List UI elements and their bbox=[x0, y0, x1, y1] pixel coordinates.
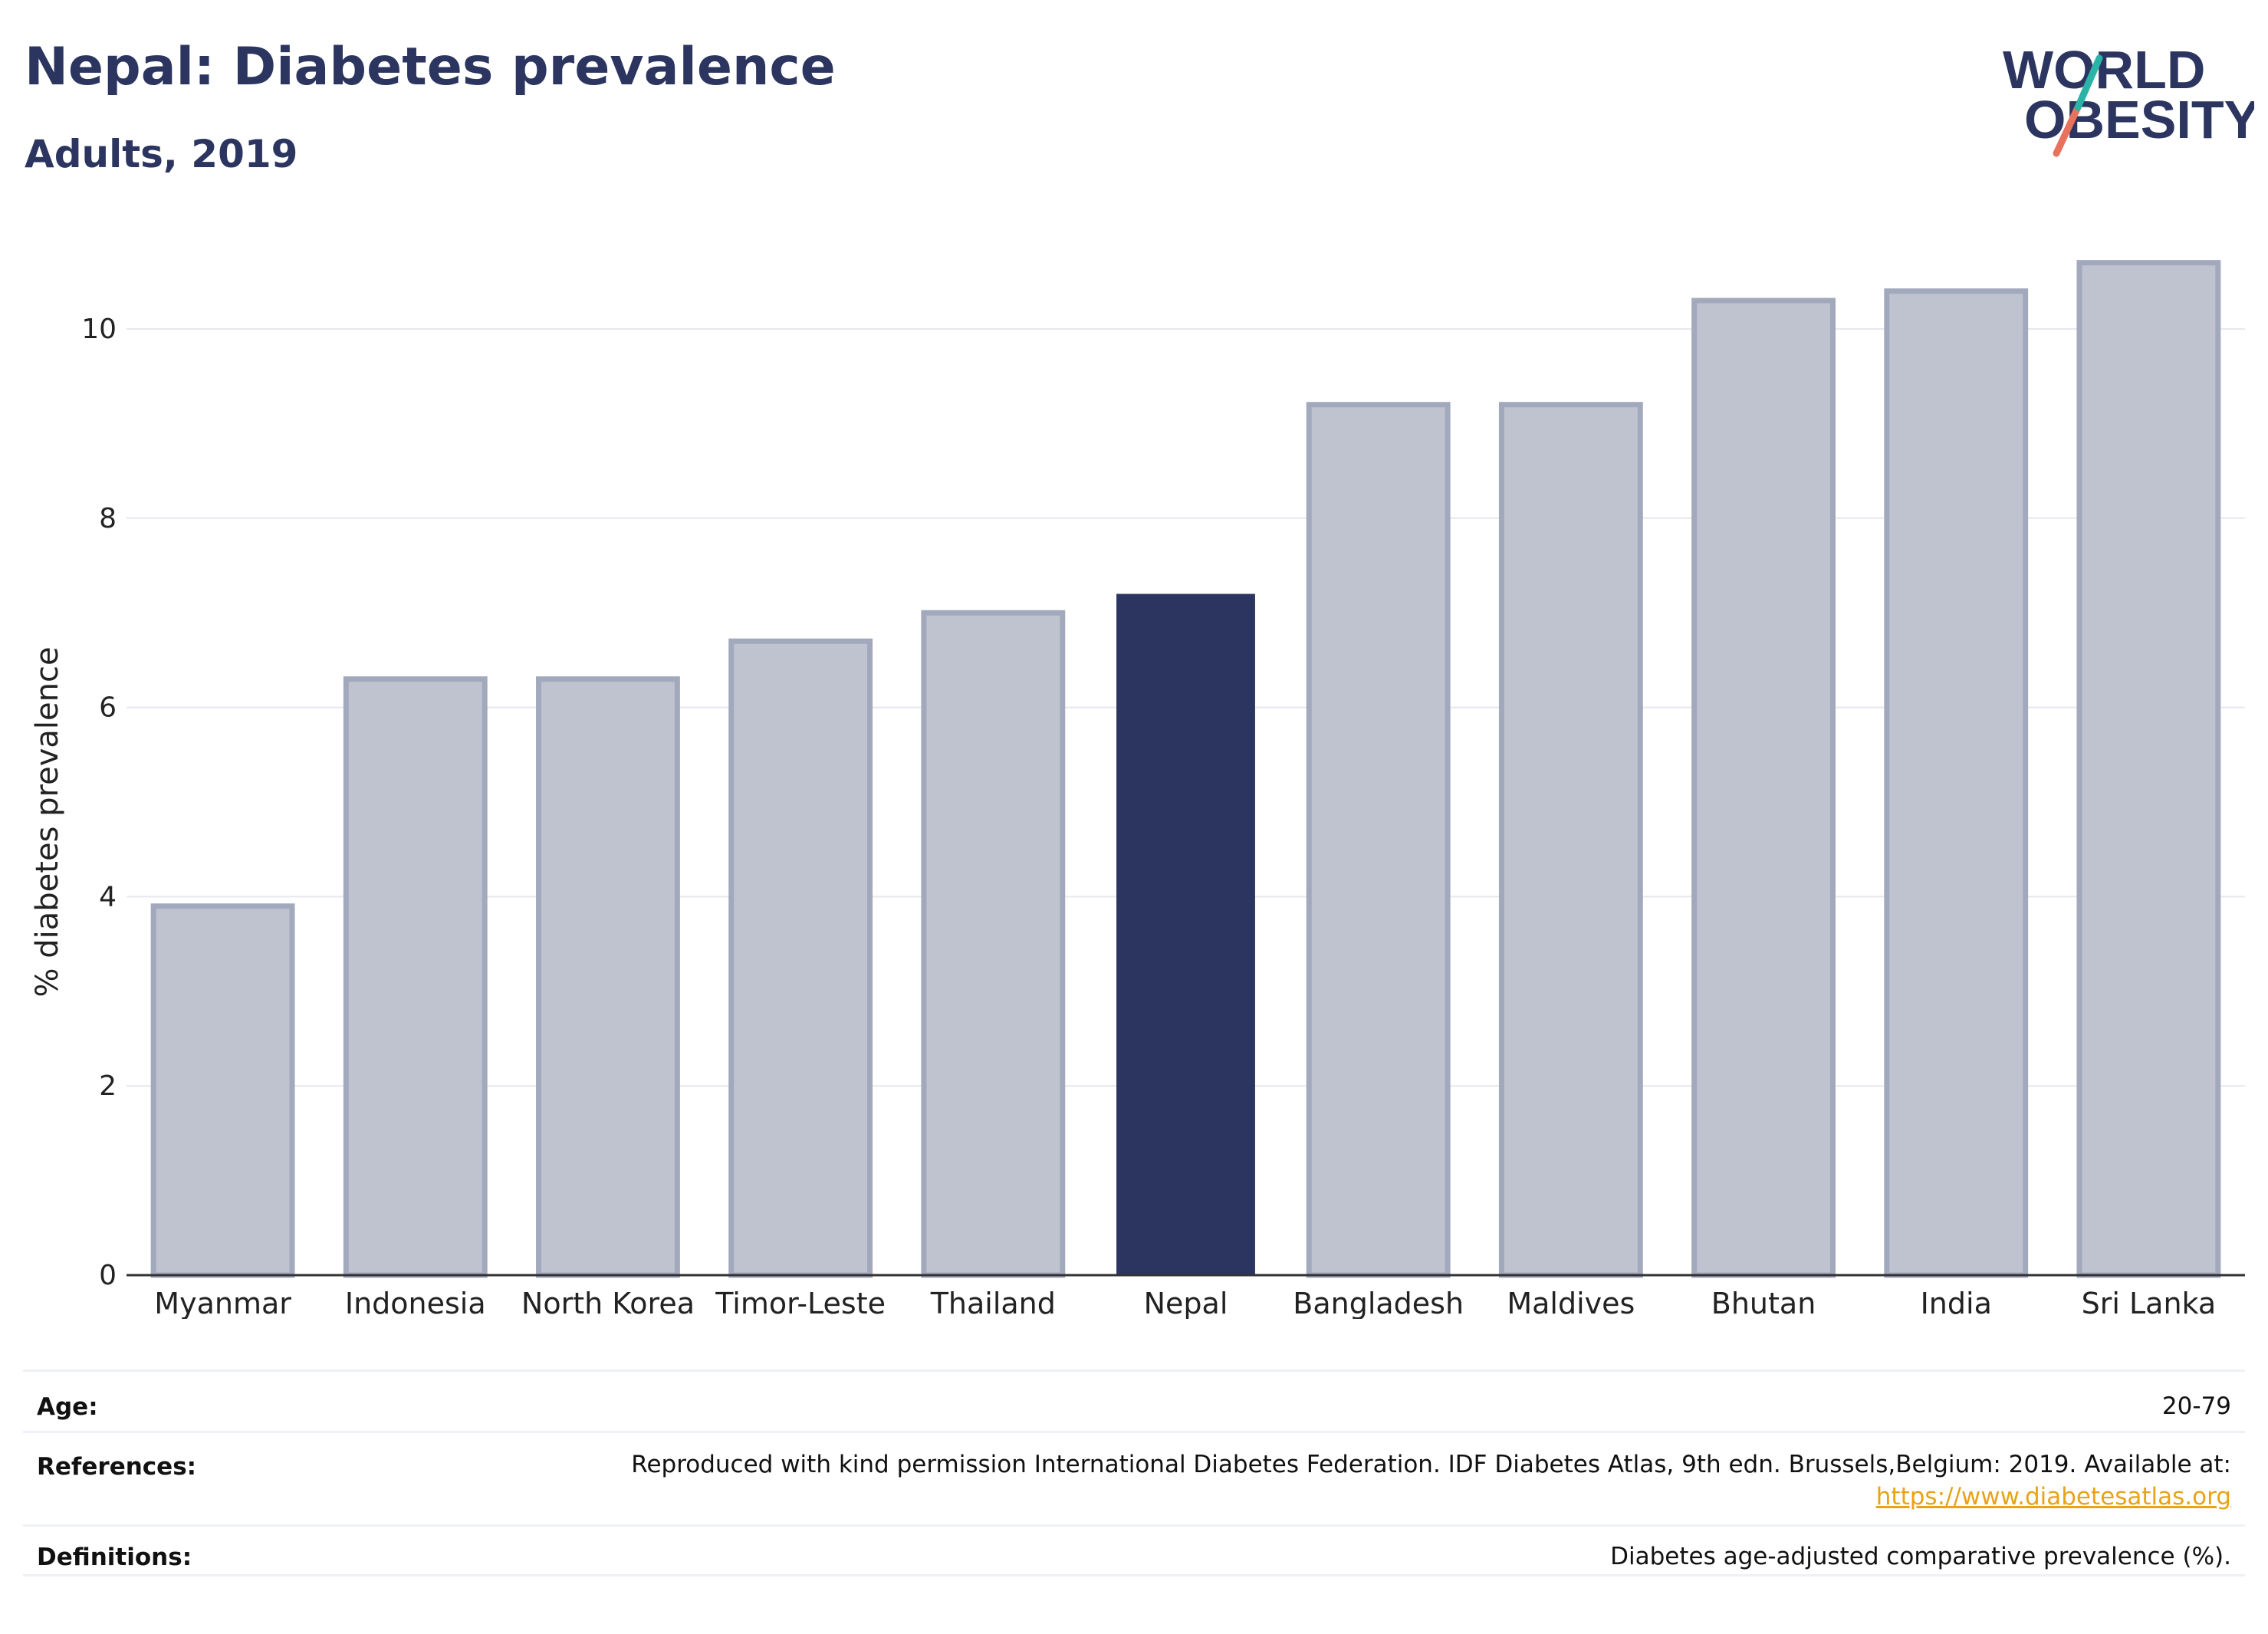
y-tick-label: 2 bbox=[99, 1070, 117, 1102]
page-subtitle: Adults, 2019 bbox=[25, 132, 298, 176]
info-table: Age: 20-79 References: Reproduced with k… bbox=[23, 1369, 2245, 1576]
x-tick-label: Indonesia bbox=[345, 1287, 486, 1319]
bar-thailand bbox=[921, 610, 1066, 1278]
references-text: Reproduced with kind permission Internat… bbox=[631, 1451, 2231, 1478]
bar-nepal bbox=[1116, 593, 1255, 1275]
x-tick-label: Bangladesh bbox=[1293, 1287, 1464, 1319]
age-label: Age: bbox=[37, 1393, 98, 1421]
info-row-age: Age: 20-79 bbox=[23, 1369, 2245, 1433]
y-tick-label: 8 bbox=[99, 503, 117, 534]
bar-bangladesh bbox=[1306, 402, 1451, 1278]
definitions-label: Definitions: bbox=[37, 1544, 192, 1571]
x-tick-label: Timor-Leste bbox=[715, 1287, 886, 1319]
logo-line-world: WORLD bbox=[2003, 40, 2205, 100]
x-tick-label: Bhutan bbox=[1711, 1287, 1816, 1319]
x-tick-label: North Korea bbox=[521, 1287, 695, 1319]
references-value: Reproduced with kind permission Internat… bbox=[631, 1448, 2231, 1513]
references-link[interactable]: https://www.diabetesatlas.org bbox=[1875, 1483, 2231, 1511]
bar-myanmar bbox=[150, 903, 295, 1278]
y-tick-label: 10 bbox=[81, 314, 117, 345]
x-tick-label: Maldives bbox=[1507, 1287, 1635, 1319]
references-label: References: bbox=[37, 1453, 197, 1481]
info-row-references: References: Reproduced with kind permiss… bbox=[23, 1431, 2245, 1527]
page-title: Nepal: Diabetes prevalence bbox=[25, 37, 836, 97]
y-tick-label: 0 bbox=[99, 1260, 117, 1291]
y-axis-label: % diabetes prevalence bbox=[30, 646, 65, 997]
bar-bhutan bbox=[1691, 298, 1836, 1278]
y-tick-label: 6 bbox=[99, 692, 117, 724]
x-tick-label: Nepal bbox=[1144, 1287, 1228, 1319]
bar-sri-lanka bbox=[2076, 260, 2221, 1278]
x-tick-label: Myanmar bbox=[154, 1287, 291, 1319]
x-tick-label: Thailand bbox=[930, 1287, 1056, 1319]
bar-timor-leste bbox=[728, 638, 873, 1278]
bar-maldives bbox=[1498, 402, 1643, 1278]
definitions-value: Diabetes age-adjusted comparative preval… bbox=[1610, 1543, 2231, 1570]
bar-india bbox=[1884, 288, 2029, 1278]
bar-north-korea bbox=[536, 676, 680, 1278]
world-obesity-logo: WORLD OBESITY bbox=[2003, 40, 2254, 157]
x-tick-label: Sri Lanka bbox=[2082, 1287, 2217, 1319]
bar-chart: 0 2 4 6 8 10 % diabetes prevalence Myanmar Indon… bbox=[30, 260, 2245, 1319]
bar-indonesia bbox=[343, 676, 488, 1278]
info-row-definitions: Definitions: Diabetes age-adjusted compa… bbox=[23, 1524, 2245, 1576]
y-tick-label: 4 bbox=[99, 881, 117, 912]
age-value: 20-79 bbox=[2161, 1392, 2231, 1420]
x-tick-label: India bbox=[1921, 1287, 1992, 1319]
